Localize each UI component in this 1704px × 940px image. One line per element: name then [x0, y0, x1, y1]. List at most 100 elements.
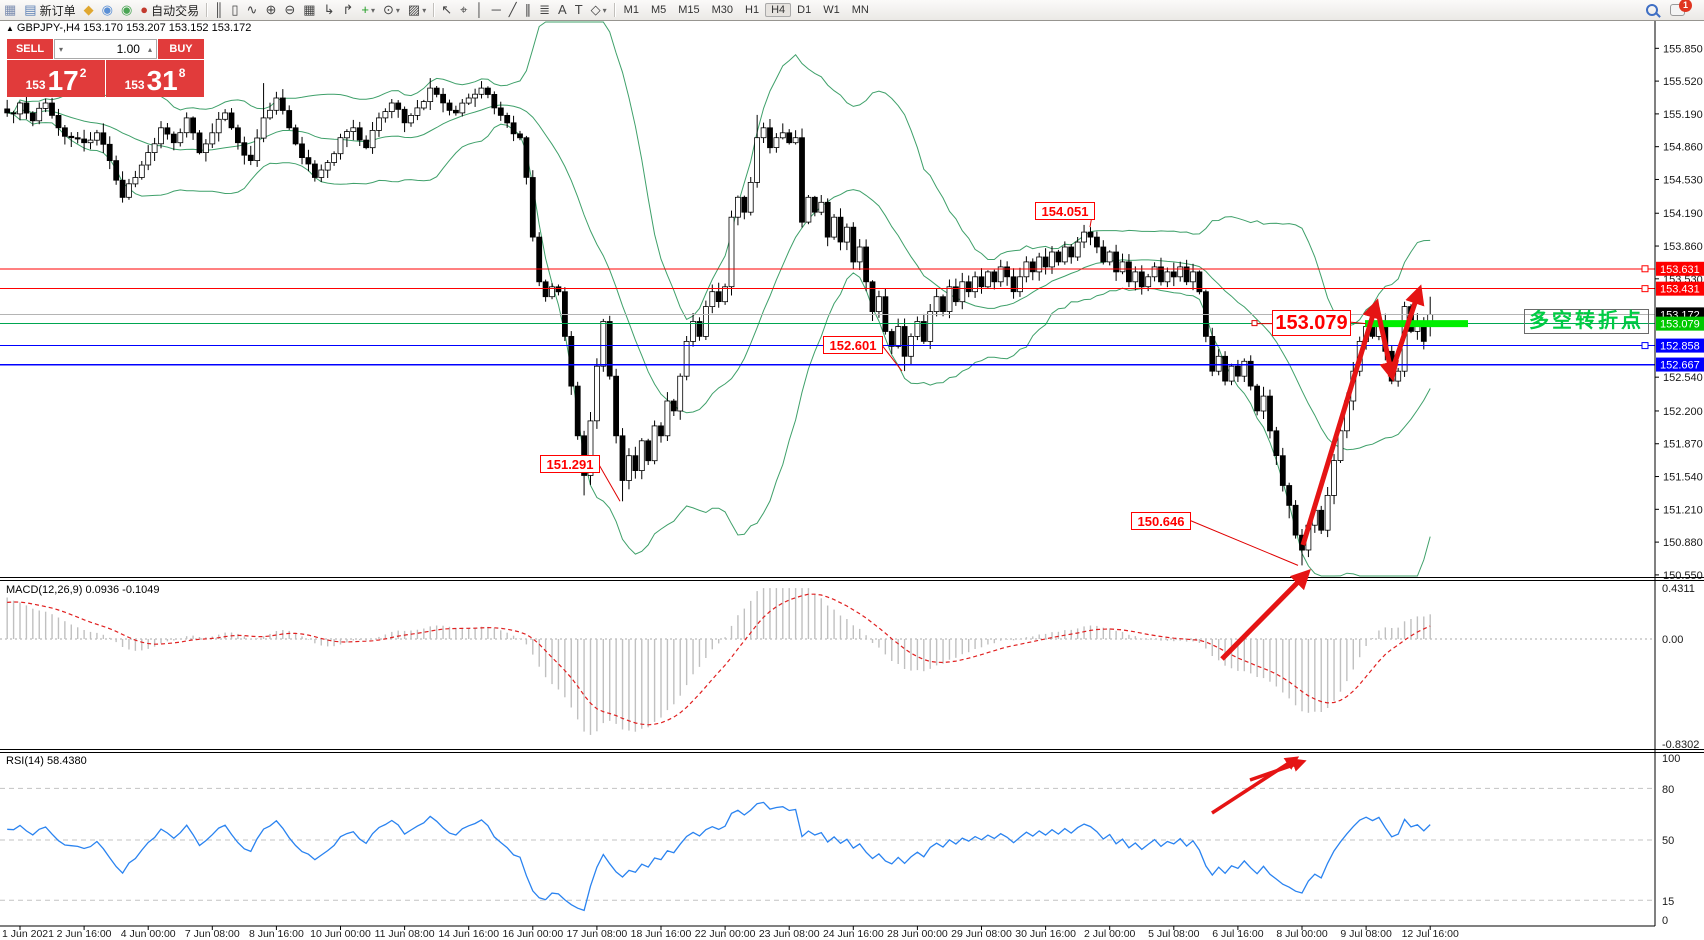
rsi-panel [0, 787, 1655, 912]
zoom-in-icon[interactable]: ⊕ [265, 2, 277, 17]
price-callout-153.079[interactable]: 153.079 [1272, 310, 1351, 336]
toolbar-trade-group: ▦ ▤ 新订单 ◆ ◉ ◉ ● 自动交易 [0, 1, 203, 19]
price-callout-152.601[interactable]: 152.601 [823, 336, 883, 354]
axis-label: 0.4311 [1662, 583, 1695, 595]
axis-label: 50 [1662, 835, 1674, 847]
toolbar-chart-group: ║ ▯ ∿ ⊕ ⊖ ▦ ↳ ↱ + ▾ ⊙ ▾ ▨ ▾ [210, 1, 430, 19]
bollinger-upper[interactable] [7, 21, 1431, 327]
buy-button[interactable]: BUY [158, 39, 204, 59]
axis-label: 14 Jun 16:00 [438, 928, 499, 940]
search-icon[interactable] [1646, 4, 1658, 16]
period-button[interactable]: ⊙ ▾ [382, 2, 400, 17]
add-indicator-button-dropdown-icon[interactable]: ▾ [370, 5, 375, 15]
cursor-icon[interactable]: ↖ [441, 2, 453, 17]
trend-arrow[interactable] [1387, 284, 1425, 378]
signal-icon[interactable]: ◉ [120, 2, 133, 17]
collapse-icon[interactable]: ▲ [6, 24, 14, 33]
axis-label: 7 Jun 08:00 [185, 928, 240, 940]
volume-increase-icon[interactable]: ▴ [147, 44, 152, 54]
channel-icon[interactable]: ∥ [524, 2, 532, 17]
volume-stepper[interactable]: ▾ 1.00 ▴ [54, 39, 157, 59]
timeframe-h4[interactable]: H4 [765, 2, 792, 17]
crosshair-icon[interactable]: ⌖ [460, 2, 468, 17]
toolbar-right-group: 1 [1646, 0, 1704, 17]
axis-label: 0.00 [1662, 634, 1683, 646]
expert-icon[interactable]: ◉ [101, 2, 113, 17]
candlestick-chart-icon[interactable]: ▯ [231, 2, 239, 17]
axis-label: 154.860 [1663, 142, 1703, 154]
sell-price-panel[interactable]: 153 17 2 [7, 60, 105, 97]
template-button-dropdown-icon[interactable]: ▾ [422, 5, 427, 15]
line-handle[interactable] [1641, 285, 1649, 293]
horizontal-line-icon[interactable]: ─ [491, 2, 501, 17]
one-click-top-row: SELL ▾ 1.00 ▴ BUY [7, 39, 204, 59]
pivot-highlight-bar[interactable] [1365, 320, 1468, 328]
price-tag-153.431 [1656, 281, 1704, 296]
fibonacci-icon[interactable]: ≣ [539, 2, 551, 17]
line-handle[interactable] [1641, 342, 1649, 350]
timeframe-toolbar: M1 M5 M15 M30 H1 H4 D1 W1 MN [618, 2, 875, 19]
trend-arrow[interactable] [1300, 298, 1382, 546]
one-click-trading-panel: SELL ▾ 1.00 ▴ BUY 153 17 2 153 31 8 [7, 39, 204, 97]
seal-icon[interactable]: ◆ [83, 2, 94, 17]
indicator-list-icon[interactable]: ↳ [323, 2, 335, 17]
timeframe-d1[interactable]: D1 [797, 3, 812, 16]
zoom-out-icon[interactable]: ⊖ [284, 2, 296, 17]
line-chart-icon[interactable]: ∿ [246, 2, 258, 17]
price-callout-150.646[interactable]: 150.646 [1131, 512, 1191, 530]
buy-price-panel[interactable]: 153 31 8 [106, 60, 204, 97]
chart-symbol-title: ▲ GBPJPY-,H4 153.170 153.207 153.152 153.… [6, 22, 251, 34]
indicator-window-icon[interactable]: ↱ [342, 2, 354, 17]
notification-badge[interactable]: 1 [1679, 0, 1692, 12]
price-callout-154.051[interactable]: 154.051 [1035, 202, 1095, 220]
shapes-button[interactable]: ◇ ▾ [590, 2, 607, 17]
bar-chart-icon[interactable]: ║ [214, 2, 224, 17]
period-button-dropdown-icon[interactable]: ▾ [395, 5, 400, 15]
volume-decrease-icon[interactable]: ▾ [59, 44, 64, 54]
callout-connector [597, 462, 621, 502]
axis-label: 18 Jun 16:00 [631, 928, 692, 940]
tile-windows-icon[interactable]: ▦ [303, 2, 316, 17]
auto-trading-button[interactable]: ● 自动交易 [140, 2, 200, 18]
timeframe-m30[interactable]: M30 [711, 3, 734, 16]
template-button[interactable]: ▨ ▾ [407, 2, 427, 17]
timeframe-mn[interactable]: MN [851, 3, 869, 16]
price-tag-152.667 [1656, 357, 1704, 372]
axis-label: 16 Jun 00:00 [502, 928, 563, 940]
sell-button[interactable]: SELL [7, 39, 53, 59]
one-click-prices: 153 17 2 153 31 8 [7, 60, 204, 97]
callout-handle[interactable] [1251, 320, 1258, 327]
macd-signal-line [7, 593, 1431, 726]
bollinger-lower[interactable] [7, 112, 1431, 577]
volume-value[interactable]: 1.00 [116, 42, 140, 56]
bollinger-middle[interactable] [7, 104, 1431, 451]
app-chart-icon[interactable]: ▦ [4, 2, 17, 17]
label-icon[interactable]: T [574, 2, 583, 17]
price-callout-151.291[interactable]: 151.291 [540, 455, 600, 473]
new-order-button[interactable]: ▤ 新订单 [24, 2, 76, 18]
line-handle[interactable] [1641, 265, 1649, 273]
timeframe-m5[interactable]: M5 [650, 3, 667, 16]
timeframe-h1[interactable]: H1 [745, 3, 760, 16]
timeframe-m15[interactable]: M15 [678, 3, 700, 16]
toolbar-separator [613, 3, 615, 17]
macd-trend-arrow[interactable] [1220, 569, 1311, 661]
callout-connector [1348, 321, 1367, 325]
vertical-line-icon[interactable]: │ [475, 2, 484, 17]
axis-label: 23 Jun 08:00 [759, 928, 820, 940]
sell-price-prefix: 153 [25, 78, 46, 92]
trend-arrow[interactable] [1374, 306, 1399, 382]
rsi-trend-arrow[interactable] [1249, 758, 1307, 782]
trendline-icon[interactable]: ╱ [508, 2, 517, 17]
text-icon[interactable]: A [558, 2, 567, 17]
axis-label: 9 Jul 08:00 [1340, 928, 1392, 940]
sell-price-main: 17 [47, 65, 79, 96]
timeframe-m1[interactable]: M1 [623, 3, 639, 16]
shapes-button-dropdown-icon[interactable]: ▾ [602, 5, 607, 15]
axis-label: 155.520 [1663, 76, 1703, 88]
turning-point-label[interactable]: 多空转折点 [1524, 309, 1649, 334]
timeframe-w1[interactable]: W1 [823, 3, 840, 16]
add-indicator-button[interactable]: + ▾ [361, 2, 375, 17]
sell-price-pip: 2 [79, 66, 87, 80]
toolbar: ▦ ▤ 新订单 ◆ ◉ ◉ ● 自动交易 ║ ▯ ∿ ⊕ ⊖ ▦ ↳ ↱ + ▾ ⊙ ▾ ▨ ▾ ↖ ⌖ │ ─ ╱ ∥ ≣ A T ◇ ▾… [0, 0, 1704, 21]
